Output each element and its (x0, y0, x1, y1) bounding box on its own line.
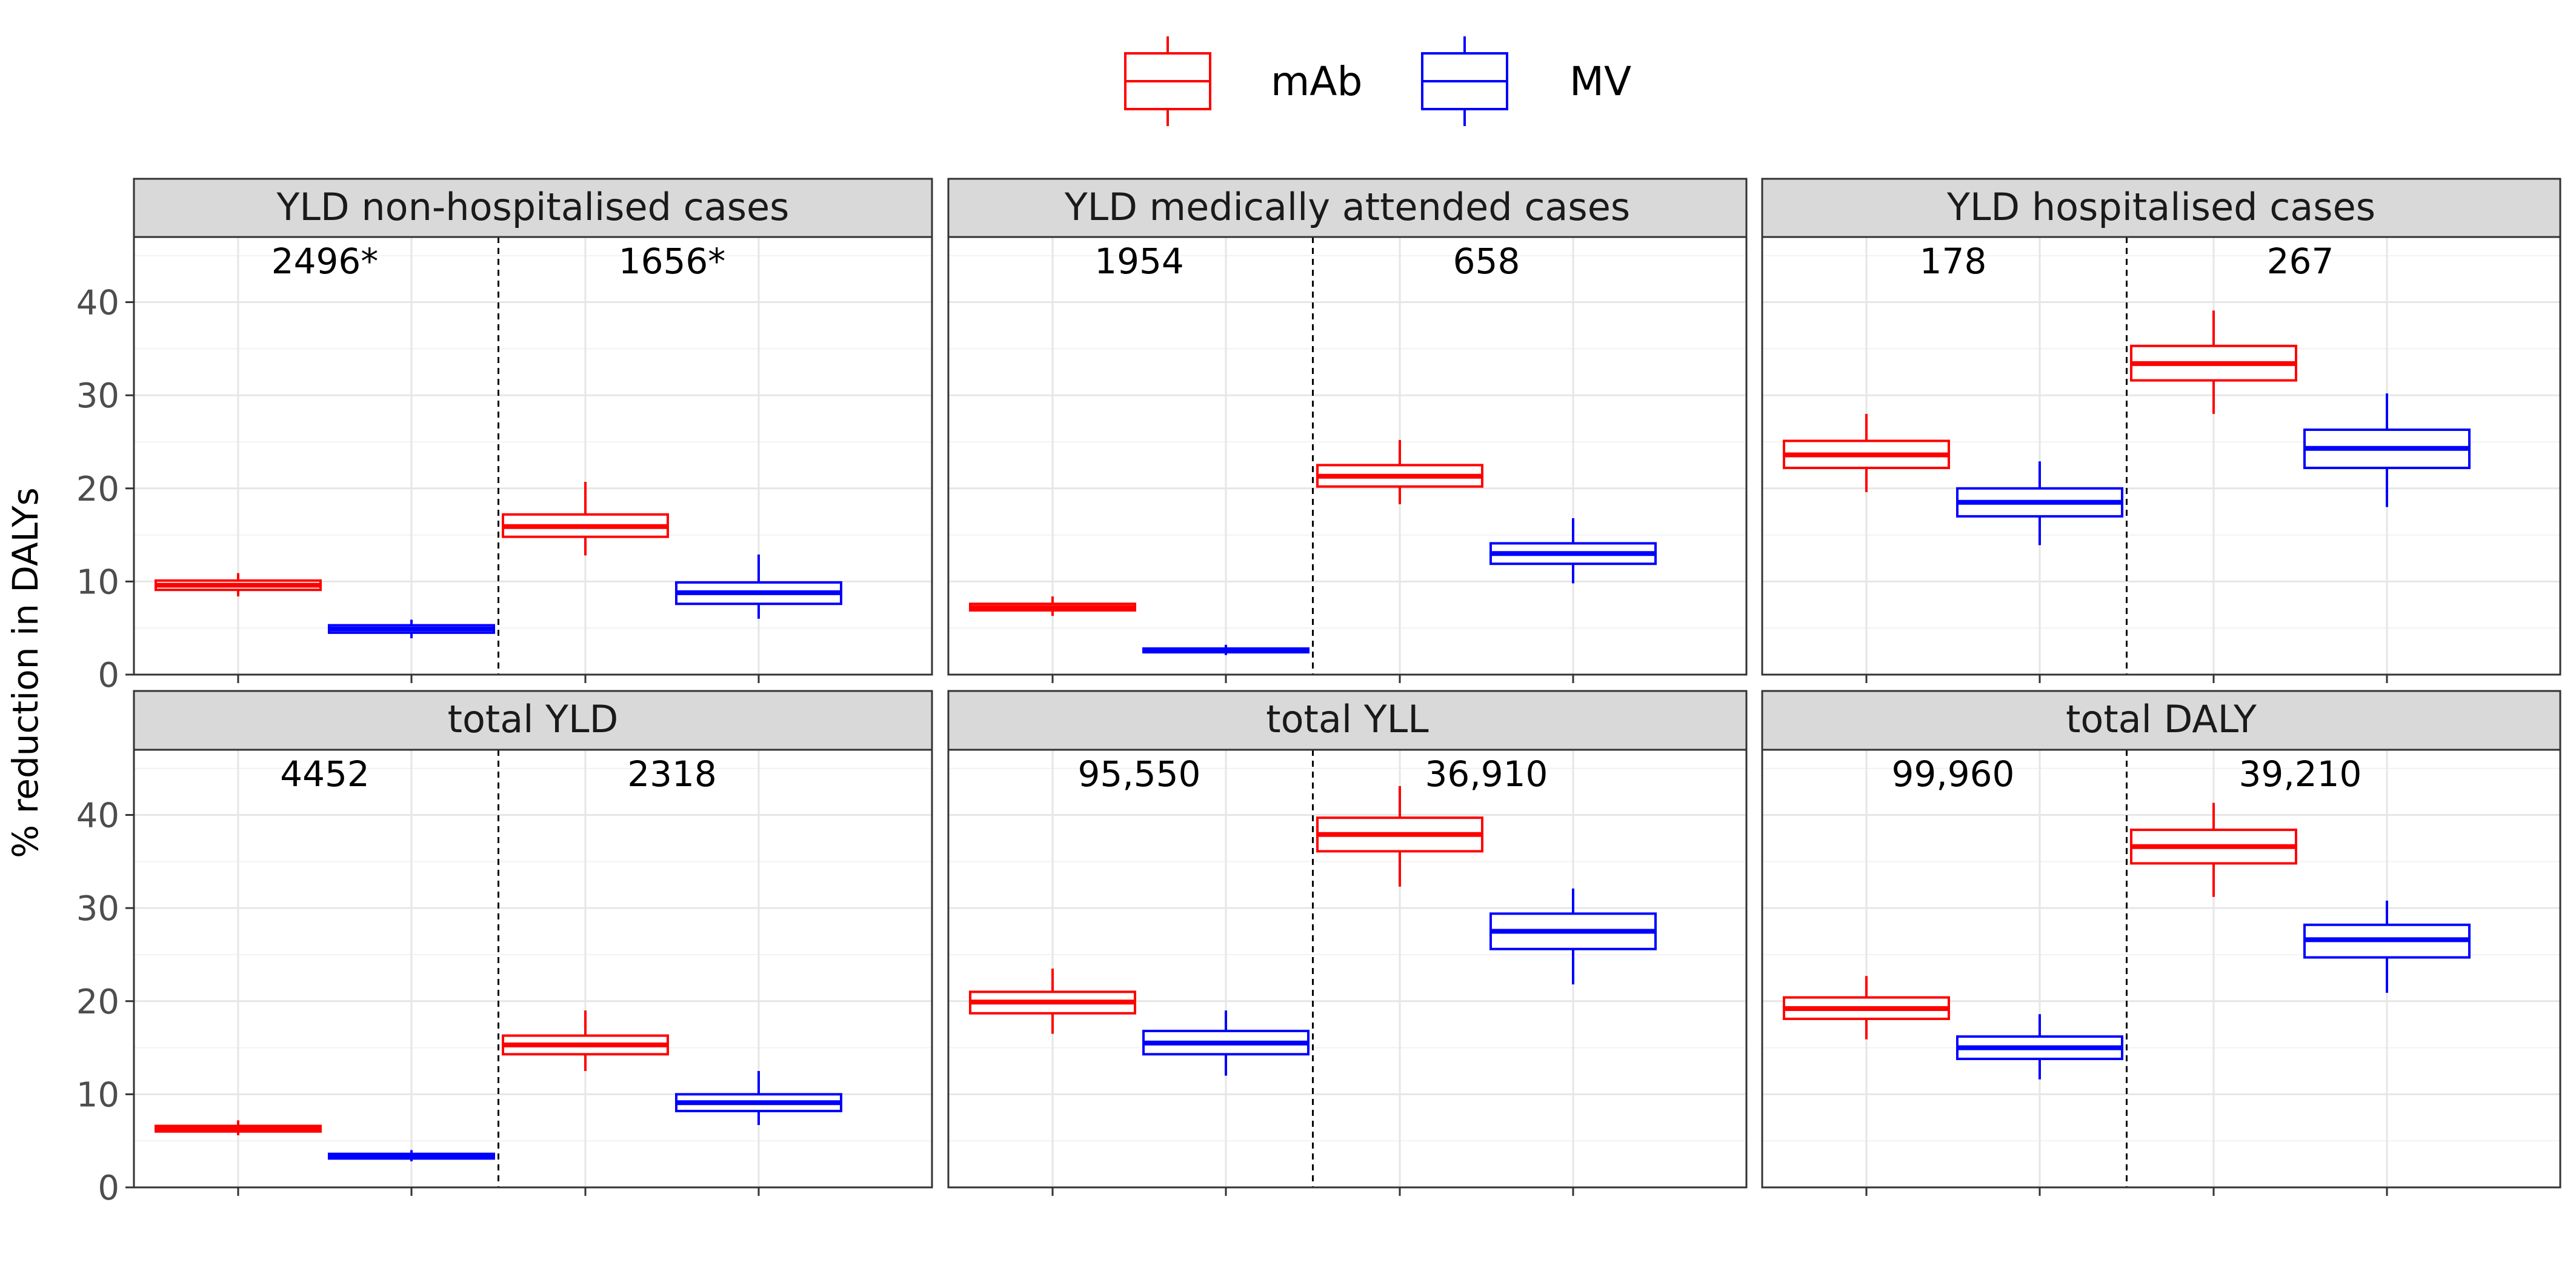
panel-background (948, 237, 1746, 675)
box-mv-group-1 (1142, 1010, 1310, 1076)
box-mab-group-1 (969, 596, 1136, 616)
y-tick-label: 40 (76, 796, 119, 836)
panels: 2496* 1656* YLD non-hospitalised cases 0 10 2… (76, 178, 2561, 1208)
y-tick-label: 0 (98, 656, 119, 695)
y-tick-label: 10 (76, 1075, 119, 1115)
facet-title: total YLL (1266, 697, 1429, 741)
facet-strip (1761, 690, 2561, 751)
box-mv-group-1 (1956, 461, 2123, 546)
group-total-label: 178 (1920, 241, 1987, 282)
y-tick-label: 30 (76, 376, 119, 416)
box-mab-group-1 (1783, 976, 1950, 1039)
y-tick-label: 20 (76, 470, 119, 509)
facet-title: YLD medically attended cases (1064, 185, 1630, 229)
legend: mAb MV (1124, 36, 1631, 126)
box-mab-group-1 (1783, 413, 1950, 492)
box-mab-group-2 (1316, 439, 1483, 504)
box-mv-group-1 (1956, 1014, 2123, 1079)
box-mv-group-2 (2303, 393, 2471, 507)
panel-background (134, 750, 932, 1187)
panel-5: 95,550 36,910 total YLL (947, 690, 1748, 1196)
box-mab-group-2 (502, 482, 669, 556)
panel-1: 2496* 1656* YLD non-hospitalised cases 0 10 2… (76, 178, 933, 695)
box-mab-group-2 (1316, 786, 1483, 887)
legend-label: mAb (1271, 58, 1362, 105)
facet-title: total YLD (448, 697, 619, 741)
group-total-label: 267 (2267, 241, 2334, 282)
facet-title: YLD hospitalised cases (1946, 185, 2375, 229)
box-mv-group-2 (1489, 518, 1657, 584)
group-total-label: 658 (1453, 241, 1520, 282)
facet-strip (133, 690, 933, 751)
box-mv-group-2 (2303, 900, 2471, 993)
y-tick-label: 0 (98, 1169, 119, 1208)
facet-strip (947, 178, 1748, 238)
group-total-label: 1656* (619, 241, 726, 282)
facet-strip (133, 178, 933, 238)
legend-item-mv: MV (1421, 36, 1631, 126)
box-mv-group-2 (675, 554, 842, 619)
group-total-label: 95,550 (1078, 753, 1201, 795)
facet-title: YLD non-hospitalised cases (276, 185, 790, 229)
y-axis-label: % reduction in DALYs (5, 487, 46, 858)
box-mab-group-1 (155, 573, 322, 596)
group-total-label: 2496* (271, 241, 379, 282)
box-mab-group-2 (2130, 802, 2297, 897)
y-tick-label: 20 (76, 983, 119, 1022)
panel-background (1762, 750, 2560, 1187)
box-mv-group-2 (675, 1070, 842, 1126)
group-total-label: 39,210 (2239, 753, 2362, 795)
group-total-label: 99,960 (1892, 753, 2015, 795)
facet-strip (947, 690, 1748, 751)
box-mab-group-1 (155, 1120, 322, 1135)
y-tick-label: 30 (76, 889, 119, 929)
y-tick-label: 40 (76, 284, 119, 323)
box-mab-group-1 (969, 969, 1136, 1034)
y-tick-label: 10 (76, 562, 119, 602)
group-total-label: 2318 (627, 753, 717, 795)
box-mv-group-2 (1489, 888, 1657, 985)
box-mab-group-2 (2130, 310, 2297, 414)
group-total-label: 36,910 (1425, 753, 1548, 795)
legend-label: MV (1569, 58, 1631, 105)
facet-strip (1761, 178, 2561, 238)
group-total-label: 4452 (280, 753, 370, 795)
legend-item-mab: mAb (1124, 36, 1362, 126)
box-mv-group-1 (328, 619, 495, 639)
box-mab-group-2 (502, 1010, 669, 1071)
group-total-label: 1954 (1094, 241, 1184, 282)
facet-title: total DALY (2066, 697, 2257, 741)
panel-3: 178 267 YLD hospitalised cases (1761, 178, 2561, 683)
panel-6: 99,960 39,210 total DALY (1761, 690, 2561, 1196)
panel-2: 1954 658 YLD medically attended cases (947, 178, 1748, 683)
box-mv-group-1 (328, 1150, 495, 1161)
box-mv-group-1 (1142, 644, 1310, 655)
